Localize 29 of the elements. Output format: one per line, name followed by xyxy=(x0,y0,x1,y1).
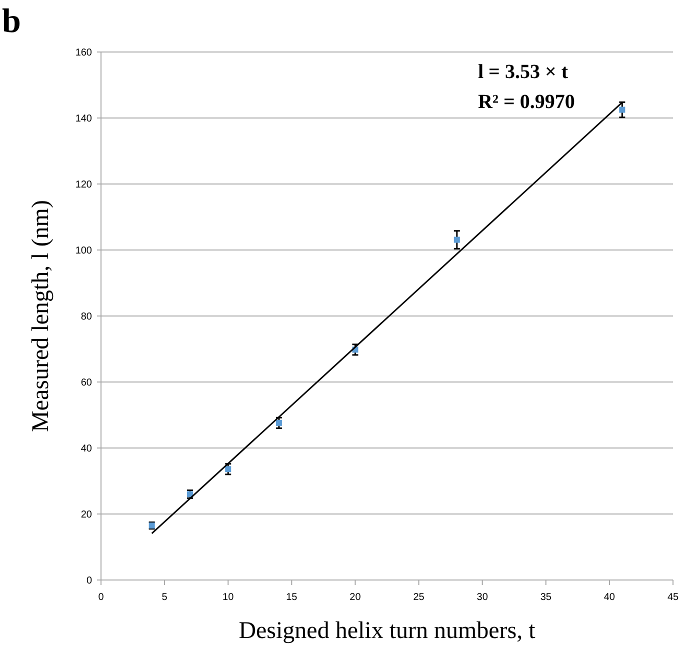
x-tick-label: 15 xyxy=(286,592,298,603)
y-tick-label: 100 xyxy=(75,246,92,256)
point xyxy=(276,420,282,426)
point xyxy=(186,491,193,498)
x-axis-title: Designed helix turn numbers, t xyxy=(238,618,536,644)
point xyxy=(225,466,232,472)
y-axis-title: Measured length, l (nm) xyxy=(28,200,54,432)
x-tick-label: 20 xyxy=(350,592,362,603)
x-tick-label: 35 xyxy=(540,592,552,603)
x-tick-label: 45 xyxy=(667,592,679,603)
y-tick-label: 20 xyxy=(80,510,92,520)
x-tick-label: 40 xyxy=(604,592,616,603)
annotation: R² = 0.9970 xyxy=(478,91,575,113)
y-tick-label: 120 xyxy=(75,180,92,190)
x-tick-label: 5 xyxy=(162,592,168,603)
x-tick-label: 25 xyxy=(413,592,425,603)
point xyxy=(454,236,460,243)
annotation: l = 3.53 × t xyxy=(478,61,568,83)
point xyxy=(619,106,626,113)
chart-title: b xyxy=(2,3,21,40)
x-tick-label: 0 xyxy=(98,592,104,603)
y-tick-label: 80 xyxy=(80,312,92,322)
y-tick-label: 140 xyxy=(75,114,92,124)
x-tick-label: 10 xyxy=(222,592,234,603)
y-tick-label: 60 xyxy=(80,378,92,388)
y-tick-label: 40 xyxy=(80,444,92,454)
x-tick-label: 30 xyxy=(476,592,488,603)
y-tick-label: 0 xyxy=(86,576,92,586)
y-tick-label: 160 xyxy=(75,48,92,58)
